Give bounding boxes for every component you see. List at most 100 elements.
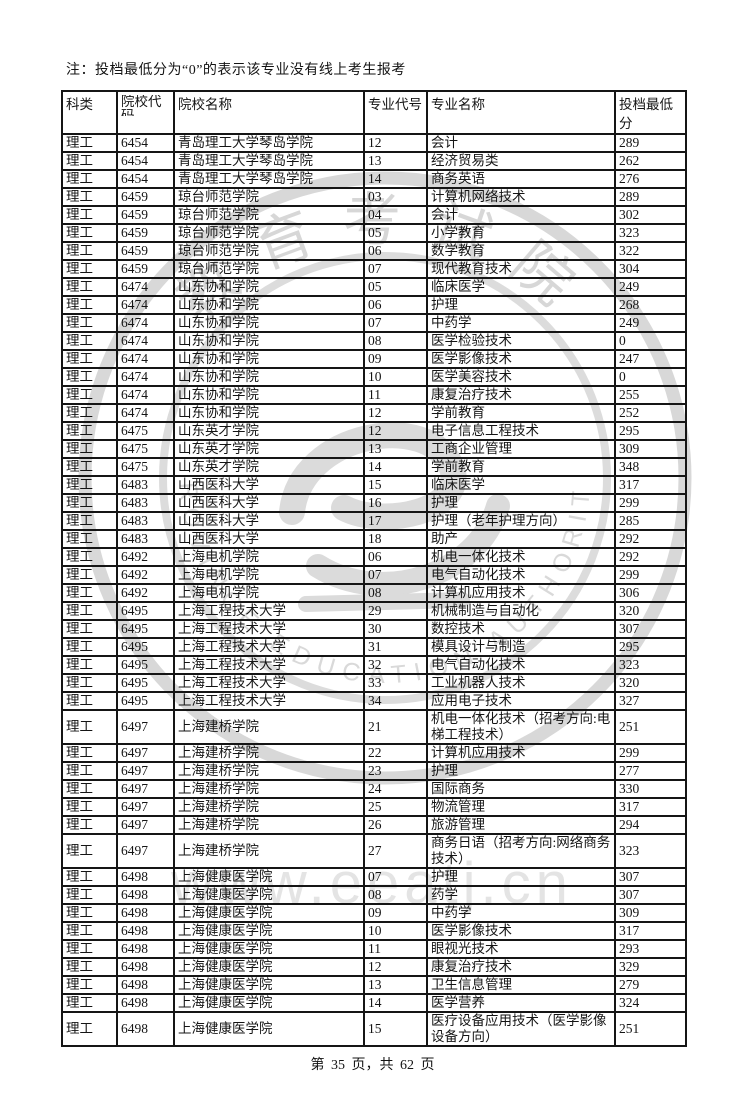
cell-min-score: 330 [614,779,687,799]
cell-major-name: 医学营养 [426,993,616,1013]
table-row: 理工 6492 上海电机学院 06 机电一体化技术 292 [61,547,687,567]
cell-school-name: 山东协和学院 [173,331,365,351]
cell-school-name: 上海工程技术大学 [173,619,365,639]
cell-major-name: 学前教育 [426,403,616,423]
cell-category: 理工 [61,385,118,405]
cell-school-name: 上海健康医学院 [173,975,365,995]
table-row: 理工 6497 上海建桥学院 23 护理 277 [61,761,687,781]
cell-min-score: 285 [614,511,687,531]
cell-school-code: 6474 [116,313,175,333]
cell-school-code: 6459 [116,187,175,207]
cell-major-name: 中药学 [426,313,616,333]
cell-school-code: 6454 [116,133,175,153]
cell-major-code: 26 [363,815,428,835]
cell-min-score: 317 [614,475,687,495]
cell-school-code: 6497 [116,815,175,835]
table-row: 理工 6474 山东协和学院 11 康复治疗技术 255 [61,385,687,405]
table-row: 理工 6459 琼台师范学院 07 现代教育技术 304 [61,259,687,279]
cell-school-code: 6495 [116,673,175,693]
cell-major-code: 31 [363,637,428,657]
cell-min-score: 276 [614,169,687,189]
cell-category: 理工 [61,421,118,441]
table-row: 理工 6475 山东英才学院 14 学前教育 348 [61,457,687,477]
cell-school-code: 6497 [116,761,175,781]
cell-school-name: 山东协和学院 [173,367,365,387]
cell-major-code: 08 [363,885,428,905]
cell-min-score: 304 [614,259,687,279]
cell-school-code: 6498 [116,993,175,1013]
cell-school-code: 6497 [116,797,175,817]
note-text: 注：投档最低分为“0”的表示该专业没有线上考生报考 [66,63,406,78]
cell-major-code: 30 [363,619,428,639]
cell-school-code: 6492 [116,583,175,603]
cell-major-name: 电气自动化技术 [426,655,616,675]
column-header-label: 专业代号 [368,97,422,112]
cell-major-code: 18 [363,529,428,549]
cell-school-code: 6495 [116,691,175,711]
cell-school-code: 6492 [116,565,175,585]
cell-category: 理工 [61,939,118,959]
cell-school-name: 琼台师范学院 [173,259,365,279]
column-header-major-name: 专业名称 [426,90,616,135]
cell-major-name: 经济贸易类 [426,151,616,171]
cell-category: 理工 [61,313,118,333]
table-row: 理工 6474 山东协和学院 10 医学美容技术 0 [61,367,687,387]
cell-school-code: 6459 [116,223,175,243]
table-row: 理工 6459 琼台师范学院 06 数学教育 322 [61,241,687,261]
cell-major-code: 22 [363,743,428,763]
cell-school-name: 上海建桥学院 [173,779,365,799]
cell-school-code: 6495 [116,601,175,621]
cell-school-name: 上海健康医学院 [173,903,365,923]
cell-major-name: 计算机应用技术 [426,743,616,763]
cell-min-score: 307 [614,885,687,905]
table-row: 理工 6495 上海工程技术大学 34 应用电子技术 327 [61,691,687,711]
table-row: 理工 6495 上海工程技术大学 29 机械制造与自动化 320 [61,601,687,621]
cell-major-code: 09 [363,349,428,369]
cell-school-name: 上海健康医学院 [173,1011,365,1047]
cell-school-name: 上海建桥学院 [173,743,365,763]
cell-school-name: 上海健康医学院 [173,885,365,905]
cell-major-code: 17 [363,511,428,531]
cell-category: 理工 [61,867,118,887]
cell-category: 理工 [61,403,118,423]
table-row: 理工 6474 山东协和学院 12 学前教育 252 [61,403,687,423]
cell-min-score: 320 [614,673,687,693]
cell-major-name: 卫生信息管理 [426,975,616,995]
cell-school-name: 琼台师范学院 [173,187,365,207]
table-row: 理工 6498 上海健康医学院 14 医学营养 324 [61,993,687,1013]
cell-min-score: 299 [614,493,687,513]
table-row: 理工 6475 山东英才学院 12 电子信息工程技术 295 [61,421,687,441]
table-row: 理工 6495 上海工程技术大学 31 模具设计与制造 295 [61,637,687,657]
cell-major-name: 电气自动化技术 [426,565,616,585]
cell-school-code: 6454 [116,151,175,171]
cell-school-name: 上海工程技术大学 [173,673,365,693]
cell-min-score: 323 [614,223,687,243]
cell-category: 理工 [61,709,118,745]
cell-school-code: 6495 [116,637,175,657]
cell-min-score: 309 [614,439,687,459]
table-row: 理工 6498 上海健康医学院 13 卫生信息管理 279 [61,975,687,995]
cell-school-name: 上海建桥学院 [173,709,365,745]
cell-major-code: 13 [363,975,428,995]
cell-major-code: 29 [363,601,428,621]
cell-major-code: 11 [363,385,428,405]
cell-category: 理工 [61,565,118,585]
cell-major-code: 10 [363,367,428,387]
cell-min-score: 268 [614,295,687,315]
cell-major-name: 现代教育技术 [426,259,616,279]
cell-category: 理工 [61,151,118,171]
cell-school-code: 6475 [116,421,175,441]
cell-min-score: 294 [614,815,687,835]
column-header-label: 投档最低分 [619,97,673,131]
table-row: 理工 6454 青岛理工大学琴岛学院 14 商务英语 276 [61,169,687,189]
cell-major-name: 护理 [426,867,616,887]
cell-major-code: 15 [363,1011,428,1047]
cell-major-code: 13 [363,151,428,171]
cell-min-score: 322 [614,241,687,261]
cell-category: 理工 [61,761,118,781]
cell-major-code: 14 [363,457,428,477]
cell-school-name: 山东英才学院 [173,457,365,477]
cell-major-name: 康复治疗技术 [426,385,616,405]
cell-min-score: 295 [614,421,687,441]
cell-category: 理工 [61,583,118,603]
